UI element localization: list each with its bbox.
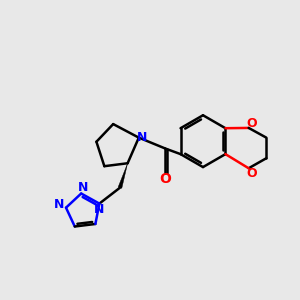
Text: O: O (159, 172, 171, 186)
Text: O: O (247, 117, 257, 130)
Text: N: N (78, 181, 89, 194)
Text: N: N (137, 131, 148, 144)
Text: O: O (247, 167, 257, 180)
Text: N: N (94, 203, 104, 216)
Polygon shape (118, 163, 128, 188)
Text: N: N (54, 198, 65, 211)
